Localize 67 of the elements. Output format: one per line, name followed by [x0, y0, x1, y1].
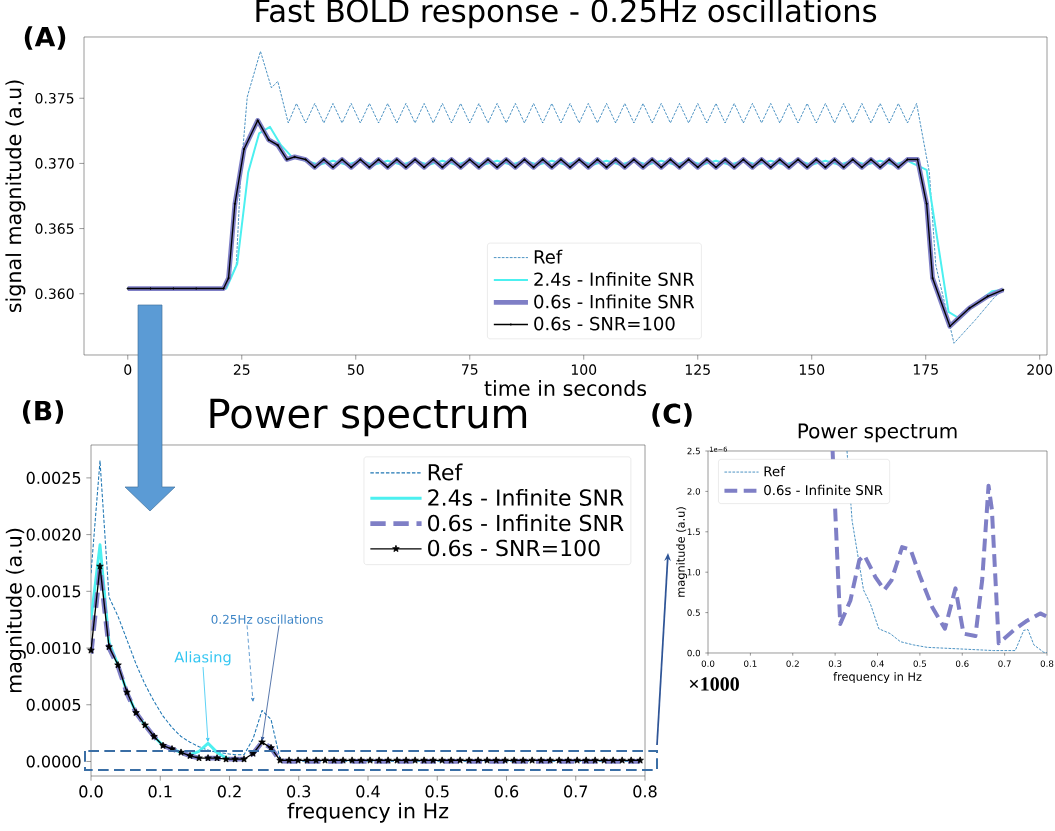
- x-tick-label: 0.8: [1040, 660, 1054, 667]
- x-tick-label: 25: [233, 364, 250, 375]
- x-tick-label: 0.0: [79, 785, 103, 798]
- y-tick-label: 0.5: [687, 609, 700, 616]
- legend-label: 0.6s - Infinite SNR: [534, 294, 695, 309]
- text: ×1000: [689, 677, 739, 691]
- y-tick-label: 0.0025: [26, 471, 81, 484]
- y-tick-label: 0.0005: [26, 698, 81, 711]
- x-tick-label: 0.6: [494, 785, 519, 798]
- x-tick-label: 0.7: [564, 785, 588, 798]
- x-tick-label: 0.1: [744, 660, 757, 667]
- x-tick-label: 0.4: [871, 660, 884, 667]
- x-tick-label: 0.3: [287, 785, 311, 798]
- annotation: 0.25Hz oscillations: [211, 614, 323, 624]
- x-tick-label: 0.2: [786, 660, 799, 667]
- legend-label: Ref: [764, 466, 786, 477]
- x-tick-label: 0: [124, 364, 132, 375]
- x-tick-label: 0.6: [955, 660, 969, 667]
- y-tick-label: 0.375: [35, 92, 74, 104]
- x-tick-label: 125: [685, 364, 710, 375]
- legend-label: 2.4s - Infinite SNR: [428, 488, 624, 506]
- y-tick-label: 0.0: [687, 649, 701, 657]
- x-axis-title: frequency in Hz: [287, 802, 449, 823]
- y-tick-label: 0.360: [35, 288, 74, 300]
- legend-label: Ref: [428, 463, 463, 481]
- x-tick-label: 0.3: [828, 660, 842, 667]
- y-tick-label: 1.5: [687, 528, 700, 536]
- x-tick-label: 0.8: [633, 785, 657, 798]
- legend-label: Ref: [534, 249, 563, 264]
- y-tick-label: 1.0: [687, 568, 701, 576]
- legend-label: 2.4s - Infinite SNR: [534, 272, 695, 287]
- x-tick-label: 0.2: [217, 785, 241, 798]
- x-tick-label: 100: [571, 364, 597, 375]
- x-tick-label: 175: [913, 364, 938, 375]
- x-tick-label: 150: [799, 364, 825, 375]
- y-tick-label: 0.0010: [26, 641, 81, 655]
- y-axis-title: magnitude (a.u): [5, 528, 26, 693]
- chart-title: Power spectrum: [210, 398, 527, 437]
- x-tick-label: 0.5: [425, 785, 449, 798]
- y-tick-label: 0.0020: [26, 528, 81, 541]
- annotation: Aliasing: [174, 651, 231, 666]
- chart-title: Power spectrum: [798, 423, 957, 443]
- x-tick-label: 0.5: [913, 660, 927, 667]
- y-tick-label: 2.0: [687, 488, 701, 495]
- y-tick-label: 0.0015: [26, 585, 81, 598]
- y-axis-title: signal magnitude (a.u): [5, 80, 26, 313]
- x-tick-label: 0.4: [356, 785, 380, 798]
- x-tick-label: 0.0: [701, 660, 715, 667]
- legend-label: 0.6s - Infinite SNR: [764, 484, 883, 496]
- legend-label: 0.6s - SNR=100: [428, 539, 600, 557]
- y-tick-label: 2.5: [687, 447, 700, 455]
- x-tick-label: 200: [1027, 364, 1053, 375]
- text: (C): [652, 403, 692, 427]
- x-tick-label: 50: [347, 364, 364, 375]
- y-tick-label: 0.0000: [26, 755, 81, 768]
- x-axis-title: frequency in Hz: [833, 672, 922, 684]
- x-tick-label: 75: [462, 364, 478, 375]
- y-tick-label: 0.370: [35, 158, 74, 169]
- text: (A): [24, 26, 66, 50]
- legend-label: 0.6s - Infinite SNR: [428, 514, 624, 532]
- legend-label: 0.6s - SNR=100: [534, 316, 675, 331]
- y-tick-label: 0.365: [35, 223, 74, 234]
- x-tick-label: 0.7: [998, 660, 1011, 667]
- y-axis-title: magnitude (a.u): [676, 507, 688, 597]
- text: (B): [22, 400, 64, 424]
- x-axis-title: time in seconds: [484, 380, 647, 397]
- x-tick-label: 0.1: [148, 785, 172, 798]
